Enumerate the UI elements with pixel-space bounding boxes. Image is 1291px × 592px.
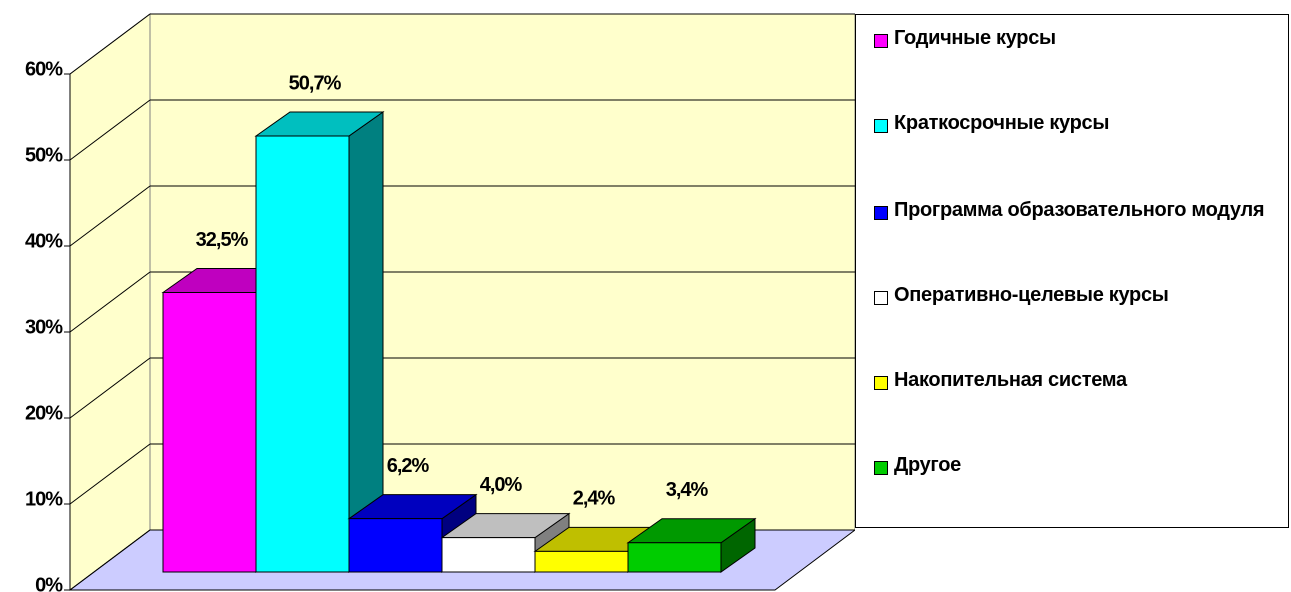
value-label: 4,0%: [480, 474, 523, 496]
bar-front: [534, 550, 629, 573]
legend-label: Накопительная система: [894, 369, 1127, 391]
legend-swatch: [874, 376, 888, 390]
legend-label: Краткосрочные курсы: [894, 112, 1110, 134]
y-tick-label: 30%: [25, 316, 63, 338]
legend-swatch: [874, 291, 888, 305]
y-tick-label: 60%: [25, 58, 63, 80]
y-tick-label: 40%: [25, 230, 63, 252]
grid-line: [69, 357, 151, 419]
legend-swatch: [874, 461, 888, 475]
value-label: 3,4%: [666, 479, 709, 501]
grid-line: [69, 443, 151, 505]
chart: 0% 10% 20% 30% 40% 50% 60% 32,5% 50,7% 6,2% 4,0% 2,…: [25, 13, 855, 592]
bar-front: [255, 135, 350, 573]
legend-label: Другое: [894, 454, 961, 476]
bar: [626, 517, 757, 573]
legend-swatch: [874, 119, 888, 133]
value-label: 32,5%: [196, 229, 249, 251]
grid-line: [69, 99, 151, 161]
legend: Годичные курсы Краткосрочные курсы Програм…: [855, 14, 1289, 528]
grid-line: [69, 271, 151, 333]
legend-swatch: [874, 206, 888, 220]
legend-entry: Накопительная система: [874, 368, 1286, 393]
y-tick-label: 20%: [25, 402, 63, 424]
y-tick-label: 10%: [25, 488, 63, 510]
legend-entry: Годичные курсы: [874, 26, 1286, 51]
value-label: 2,4%: [573, 488, 616, 510]
legend-entry: Программа образовательного модуля: [874, 198, 1286, 223]
legend-label: Оперативно-целевые курсы: [894, 284, 1169, 306]
legend-entry: Другое: [874, 453, 1286, 478]
legend-swatch: [874, 34, 888, 48]
legend-entry: Краткосрочные курсы: [874, 111, 1286, 136]
bar-front: [627, 542, 722, 573]
legend-label: Программа образовательного модуля: [894, 199, 1265, 221]
legend-entry: Оперативно-целевые курсы: [874, 283, 1286, 308]
bar-front: [162, 292, 257, 573]
bar-front: [441, 537, 536, 573]
y-tick-label: 0%: [35, 574, 63, 592]
legend-label: Годичные курсы: [894, 27, 1056, 49]
grid-line: [69, 529, 151, 591]
value-label: 6,2%: [387, 455, 430, 477]
value-label: 50,7%: [289, 72, 342, 94]
bar: [440, 512, 571, 573]
grid-line: [69, 185, 151, 247]
bar: [254, 111, 385, 573]
y-tick-label: 50%: [25, 144, 63, 166]
bar-front: [348, 518, 443, 573]
grid-line: [69, 13, 151, 75]
